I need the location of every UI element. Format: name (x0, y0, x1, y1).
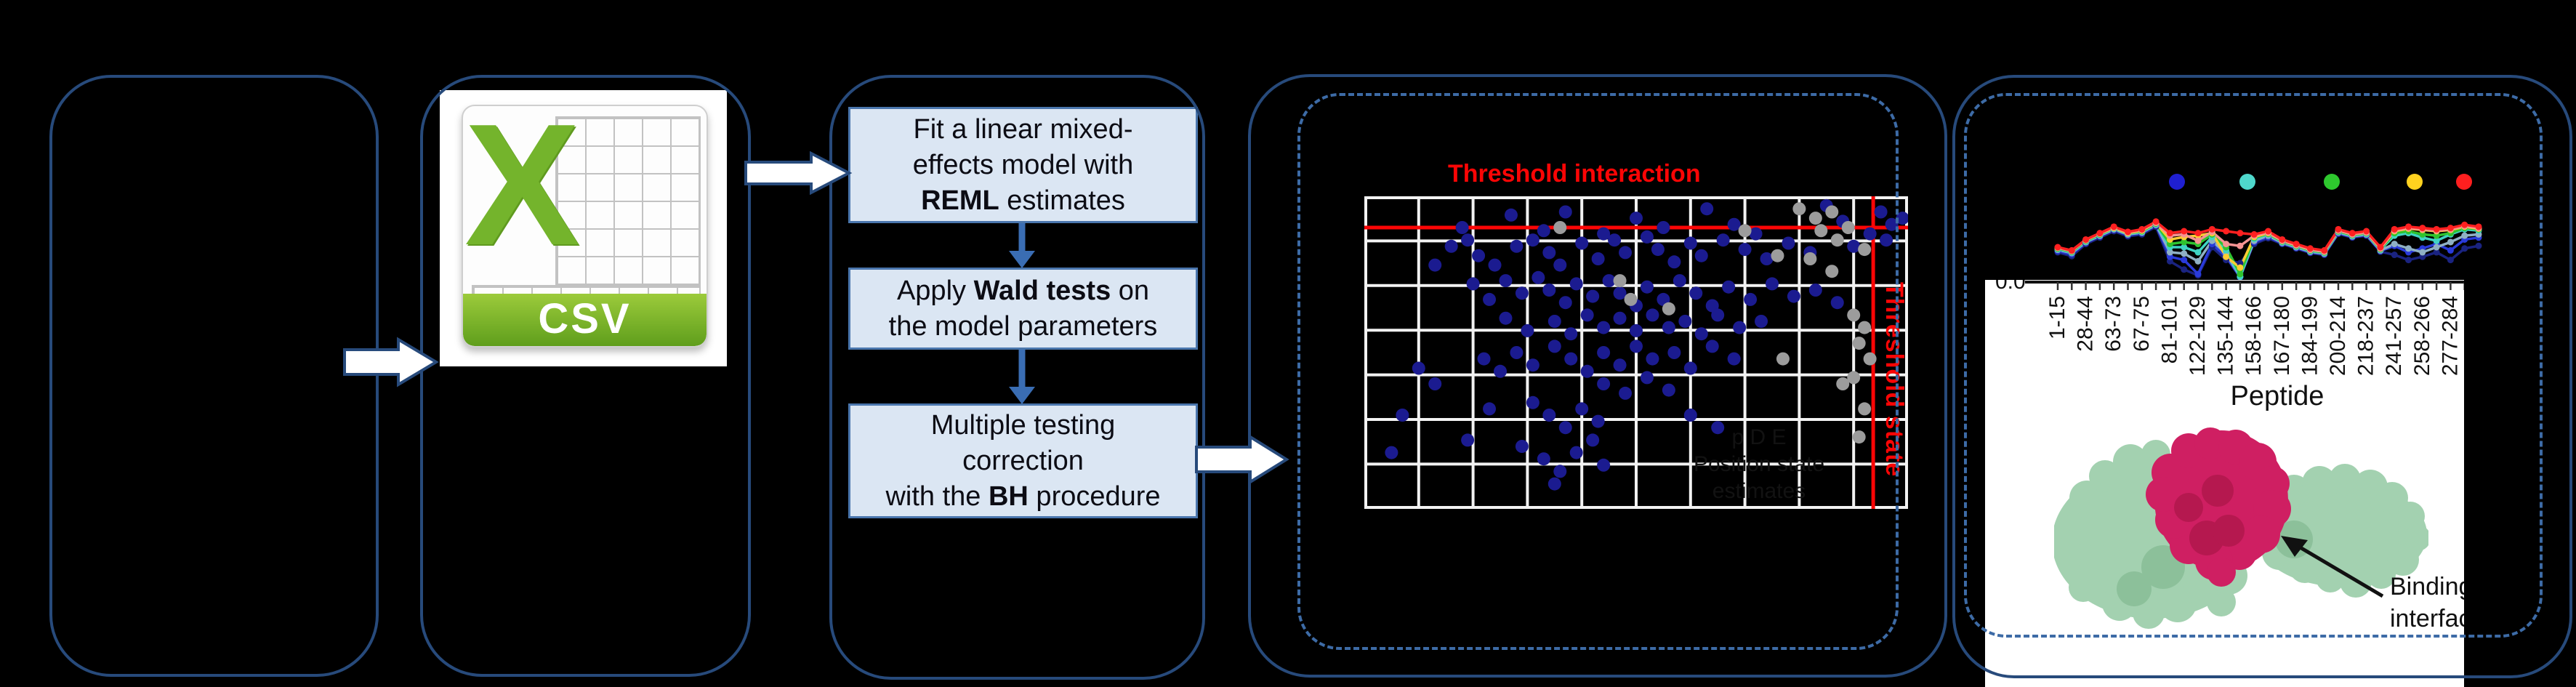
flow-box-wald: Apply Wald tests on the model parameters (848, 268, 1198, 350)
results-white-box: 1-15 28-44 63-73 67-75 81-101 122-129 135-144 1… (1985, 280, 2464, 687)
svg-text:200-214: 200-214 (2326, 296, 2350, 376)
svg-text:184-199: 184-199 (2298, 296, 2322, 376)
svg-text:258-266: 258-266 (2410, 296, 2434, 376)
svg-text:158-166: 158-166 (2242, 296, 2266, 376)
panel-results (1952, 75, 2572, 678)
legend-dot-1-icon (2169, 174, 2185, 190)
flow-arrow-1-icon (343, 337, 439, 387)
binding-interface-label: Binding interface (2390, 571, 2464, 635)
connector-arrow-down-2-icon (1009, 344, 1035, 404)
panel-input (49, 75, 379, 677)
csv-icon-sheet: X CSV (462, 105, 708, 347)
scatter-faint-caption: p D E Position state estimates (1650, 424, 1868, 505)
flow-box-bh: Multiple testing correction with the BH pr… (848, 403, 1198, 518)
volcano-scatter-plot (1364, 196, 1908, 509)
scatter-faint-caption-line2: Position state estimates (1693, 452, 1825, 503)
svg-text:Peptide: Peptide (2231, 381, 2325, 411)
binding-label-line2: interface (2390, 605, 2464, 632)
binding-label-line1: Binding (2390, 573, 2464, 600)
flow-arrow-3-icon (1195, 434, 1289, 485)
flow-arrow-2-icon (744, 150, 853, 196)
threshold-state-label: Threshold state (1880, 282, 1908, 478)
legend-dot-3-icon (2324, 174, 2340, 190)
uptake-line-chart (2054, 218, 2482, 281)
legend-dot-4-icon (2407, 174, 2423, 190)
svg-text:135-144: 135-144 (2214, 296, 2238, 376)
svg-text:67-75: 67-75 (2130, 296, 2154, 352)
threshold-interaction-label: Threshold interaction (1448, 160, 1701, 188)
svg-text:1-15: 1-15 (2045, 296, 2069, 340)
svg-text:0.0: 0.0 (1995, 280, 2026, 294)
protein-binding-shading (2174, 475, 2245, 555)
excel-x-icon: X (464, 105, 580, 281)
spreadsheet-grid-icon (555, 116, 701, 285)
scatter-faint-caption-line1: p D E (1731, 425, 1787, 449)
csv-banner-label: CSV (463, 294, 707, 346)
svg-text:122-129: 122-129 (2186, 296, 2210, 376)
panel-csv (420, 75, 751, 677)
legend-dot-5-icon (2456, 174, 2472, 190)
svg-text:277-284: 277-284 (2438, 296, 2462, 376)
panel-statistics (829, 75, 1205, 680)
legend-dot-2-icon (2239, 174, 2255, 190)
svg-text:63-73: 63-73 (2101, 296, 2125, 352)
connector-arrow-down-1-icon (1009, 217, 1035, 268)
protein-structure-image (2054, 427, 2428, 629)
flow-box-reml: Fit a linear mixed-effects model with REM… (848, 107, 1198, 223)
svg-text:167-180: 167-180 (2270, 296, 2294, 376)
svg-text:28-44: 28-44 (2074, 296, 2098, 352)
csv-file-icon: X CSV (440, 90, 727, 366)
svg-text:81-101: 81-101 (2157, 296, 2181, 363)
svg-text:218-237: 218-237 (2354, 296, 2378, 376)
binding-interface-arrow-icon (2281, 536, 2384, 598)
peptide-axis: 1-15 28-44 63-73 67-75 81-101 122-129 135-144 1… (1995, 280, 2464, 411)
panel-scatter (1248, 74, 1947, 678)
svg-text:241-257: 241-257 (2382, 296, 2406, 376)
